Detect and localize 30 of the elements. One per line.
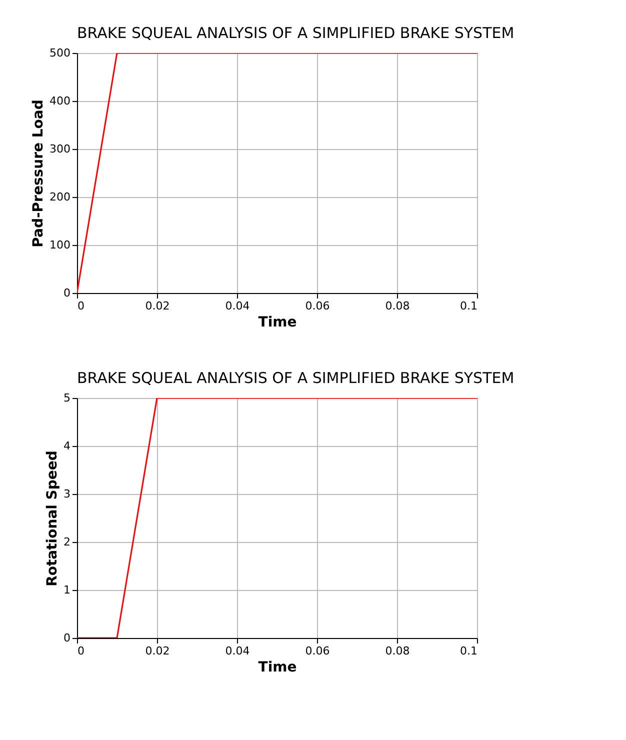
y-tick-label: 0 [64,632,70,644]
x-axis-title: Time [258,660,297,676]
y-axis-title: Pad-Pressure Load [30,100,47,248]
x-tick-label: 0.02 [145,644,170,658]
x-tick-label: 0.04 [225,644,250,658]
chart-title: BRAKE SQUEAL ANALYSIS OF A SIMPLIFIED BRAKE SYSTEM [77,369,514,387]
x-tick-label: 0.1 [460,644,478,658]
x-tick-label: 0.04 [225,300,250,312]
y-tick-label: 200 [50,190,70,204]
y-tick-label: 5 [64,392,70,404]
x-tick-label: 0.06 [305,300,330,312]
y-tick-label: 2 [64,536,70,548]
x-axis-title: Time [258,314,297,330]
y-tick-label: 100 [50,238,70,252]
x-tick-label: 0.06 [305,644,330,658]
y-tick-label: 300 [50,142,70,156]
y-axis-title: Rotational Speed [44,450,60,586]
x-tick-label: 0.1 [460,300,478,312]
x-tick-label: 0 [78,644,84,658]
y-tick-label: 1 [64,584,70,596]
y-tick-label: 0 [64,286,70,300]
x-tick-label: 0.02 [145,300,170,312]
chart-title: BRAKE SQUEAL ANALYSIS OF A SIMPLIFIED BRAKE SYSTEM [77,24,514,42]
y-tick-label: 500 [50,46,70,60]
y-tick-label: 400 [50,94,70,108]
x-tick-label: 0 [78,300,84,312]
y-tick-label: 4 [64,440,70,452]
y-tick-label: 3 [64,488,70,500]
x-tick-label: 0.08 [385,300,410,312]
x-tick-label: 0.08 [385,644,410,658]
